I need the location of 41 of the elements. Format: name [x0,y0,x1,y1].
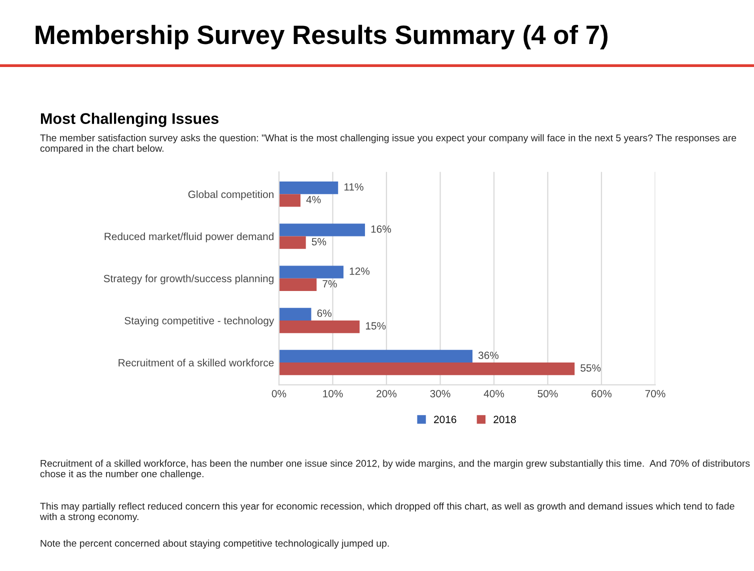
y-tick-label: Reduced market/fluid power demand [104,232,274,242]
data-label: 4% [306,196,321,204]
x-tick-label: 10% [323,390,343,398]
bar [278,194,300,207]
x-tick-label: 20% [376,390,397,398]
legend-label: 2016 [434,416,456,424]
bar [278,350,472,363]
text: The member satisfaction survey asks the question: "What is the most challenging issue you expect your company will face in the next 5 years? The responses are compared in the chart below. [40,134,736,154]
y-tick-label: Strategy for growth/success planning [104,274,274,284]
data-label: 5% [312,238,326,246]
x-tick-label: 30% [430,390,450,398]
bar [278,182,338,194]
x-tick-label: 40% [484,390,504,398]
data-label: 16% [371,225,392,233]
data-label: 11% [344,183,364,191]
bar [278,236,306,249]
y-tick-label: Global competition [188,190,274,200]
bar [278,362,575,376]
bar [278,224,365,236]
data-label: 36% [478,352,499,360]
data-label: 7% [322,280,337,288]
bar [278,308,312,320]
bar [278,266,344,278]
y-tick-label: Staying competitive - technology [124,316,274,326]
text: This may partially reflect reduced concern this year for economic recession, which dropped off this chart, as well as growth and demand issues which tend to fade with a strong economy. [40,502,734,522]
text: Most Challenging Issues [40,112,218,128]
data-label: 6% [317,310,332,317]
x-tick-label: 50% [538,390,558,398]
bar [278,278,317,291]
text: Note the percent concerned about staying competitive technologically jumped up. [40,540,389,549]
text: Recruitment of a skilled workforce, has been the number one issue since 2012, by wide margins, and the margin grew substantially this time. And 70% of distributors chose it as the number one challenge. [40,460,750,480]
y-tick-label: Recruitment of a skilled workforce [118,358,274,366]
data-label: 55% [580,364,601,372]
x-tick-label: 60% [592,390,612,398]
x-tick-label: 0% [272,390,286,398]
legend-label: 2018 [494,416,516,424]
data-label: 12% [350,267,370,275]
x-tick-label: 70% [645,390,666,398]
data-label: 15% [366,322,386,330]
bar [278,320,360,334]
chart-title: Membership Survey Results Summary (4 of 7) [36,24,608,50]
